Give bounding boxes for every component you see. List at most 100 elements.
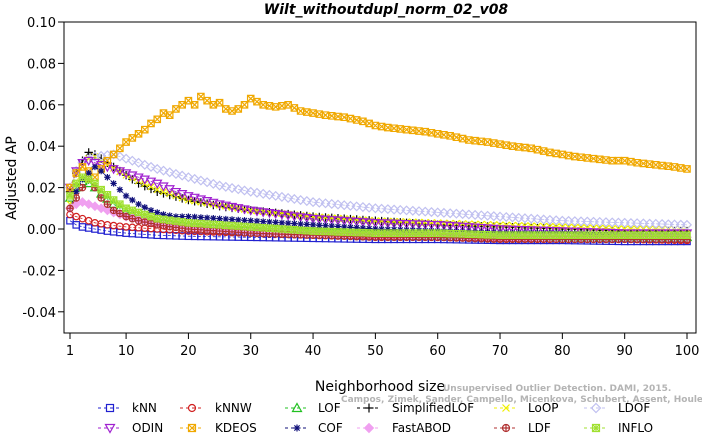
legend-marker-ldf: [501, 423, 511, 433]
data-point-cof: [353, 224, 360, 231]
data-point-inflo: [421, 229, 430, 237]
legend-label: INFLO: [618, 421, 653, 434]
data-point-ldof: [301, 196, 312, 207]
data-point-inflo: [620, 231, 629, 240]
data-point-cof: [284, 220, 292, 227]
data-point-kdeos: [203, 96, 211, 105]
data-point-odin: [513, 225, 524, 236]
data-point-ldof: [413, 206, 425, 217]
data-point-ldof: [314, 197, 325, 208]
data-point-inflo: [390, 229, 398, 237]
data-point-odin: [220, 201, 232, 211]
data-point-inflo: [309, 227, 317, 235]
data-point-inflo: [97, 185, 105, 194]
data-point-ldf: [246, 229, 255, 237]
data-point-cof: [122, 192, 130, 200]
data-point-ldof: [121, 153, 132, 164]
data-point-inflo: [377, 229, 386, 237]
legend-label: ODIN: [132, 421, 163, 434]
data-point-cof: [160, 211, 167, 218]
data-point-kdeos: [140, 125, 149, 134]
data-point-ldof: [258, 188, 269, 199]
data-point-ldf: [222, 227, 230, 236]
data-point-odin: [519, 226, 531, 236]
legend-marker-odin: [104, 423, 116, 434]
legend-item-knnw: kNNW: [180, 401, 252, 415]
data-point-cof: [135, 200, 142, 208]
data-point-kdeos: [246, 94, 255, 103]
data-point-odin: [494, 225, 506, 235]
data-point-inflo: [246, 223, 255, 231]
legend-label: kNNW: [215, 401, 252, 415]
data-point-inflo: [514, 231, 523, 240]
data-point-odin: [370, 218, 381, 229]
data-point-ldof: [370, 203, 381, 214]
data-point-ldf: [165, 222, 174, 231]
data-point-ldof: [538, 214, 549, 225]
data-point-inflo: [384, 229, 392, 237]
data-point-ldof: [681, 219, 693, 230]
data-point-kdeos: [415, 127, 423, 135]
data-point-kdeos: [215, 98, 224, 107]
data-point-odin: [426, 220, 437, 231]
data-point-cof: [378, 226, 385, 233]
data-point-odin: [176, 190, 188, 200]
data-point-kdeos: [253, 97, 261, 106]
data-point-ldof: [220, 181, 231, 192]
data-point-kdeos: [190, 101, 199, 109]
data-point-ldof: [177, 170, 188, 181]
data-point-odin: [282, 211, 294, 221]
data-point-cof: [278, 219, 286, 226]
data-point-cof: [297, 220, 304, 228]
data-point-ldf: [228, 228, 236, 236]
data-point-inflo: [140, 210, 149, 219]
chart-title: Wilt_withoutdupl_norm_02_v08: [264, 2, 509, 18]
data-point-ldof: [145, 161, 157, 172]
data-point-ldof: [519, 213, 531, 224]
data-point-inflo: [178, 218, 186, 226]
data-point-inflo: [583, 231, 592, 240]
data-point-kdeos: [134, 129, 143, 138]
data-point-inflo: [440, 229, 448, 238]
legend-item-ldf: LDF: [494, 421, 551, 434]
y-axis-title: Adjusted AP: [4, 136, 20, 220]
y-tick-label: 0.10: [27, 16, 56, 31]
data-point-ldf: [128, 214, 137, 223]
data-point-inflo: [433, 229, 442, 237]
data-point-odin: [289, 212, 300, 222]
y-tick-label: -0.04: [22, 306, 56, 321]
data-point-cof: [341, 223, 348, 231]
data-point-ldof: [208, 178, 219, 189]
data-point-kdeos: [458, 134, 467, 143]
data-point-odin: [451, 222, 462, 232]
legend-item-knn: kNN: [98, 401, 157, 415]
data-point-ldf: [122, 212, 130, 221]
data-point-kdeos: [290, 104, 299, 112]
data-point-kdeos: [172, 105, 180, 113]
data-point-cof: [247, 217, 254, 224]
data-point-cof: [116, 186, 124, 193]
data-point-odin: [382, 219, 394, 229]
data-point-cof: [129, 196, 136, 204]
data-point-kdeos: [365, 119, 373, 128]
data-point-kdeos: [390, 124, 398, 133]
data-point-inflo: [184, 218, 193, 227]
data-point-odin: [183, 192, 194, 202]
x-tick-label: 80: [554, 344, 571, 359]
data-point-odin: [407, 220, 419, 230]
data-point-ldf: [209, 226, 218, 235]
data-point-cof: [147, 207, 155, 214]
data-point-inflo: [471, 230, 479, 239]
data-point-odin: [488, 224, 500, 235]
data-point-cof: [316, 222, 323, 229]
data-point-odin: [145, 177, 157, 187]
data-point-inflo: [652, 231, 660, 240]
data-point-odin: [345, 217, 356, 227]
data-point-odin: [251, 207, 263, 217]
data-point-ldof: [239, 185, 250, 196]
data-point-odin: [108, 165, 119, 175]
data-point-inflo: [602, 231, 610, 240]
data-point-odin: [245, 206, 256, 216]
legend-item-odin: ODIN: [98, 421, 163, 434]
data-point-cof: [328, 222, 335, 230]
